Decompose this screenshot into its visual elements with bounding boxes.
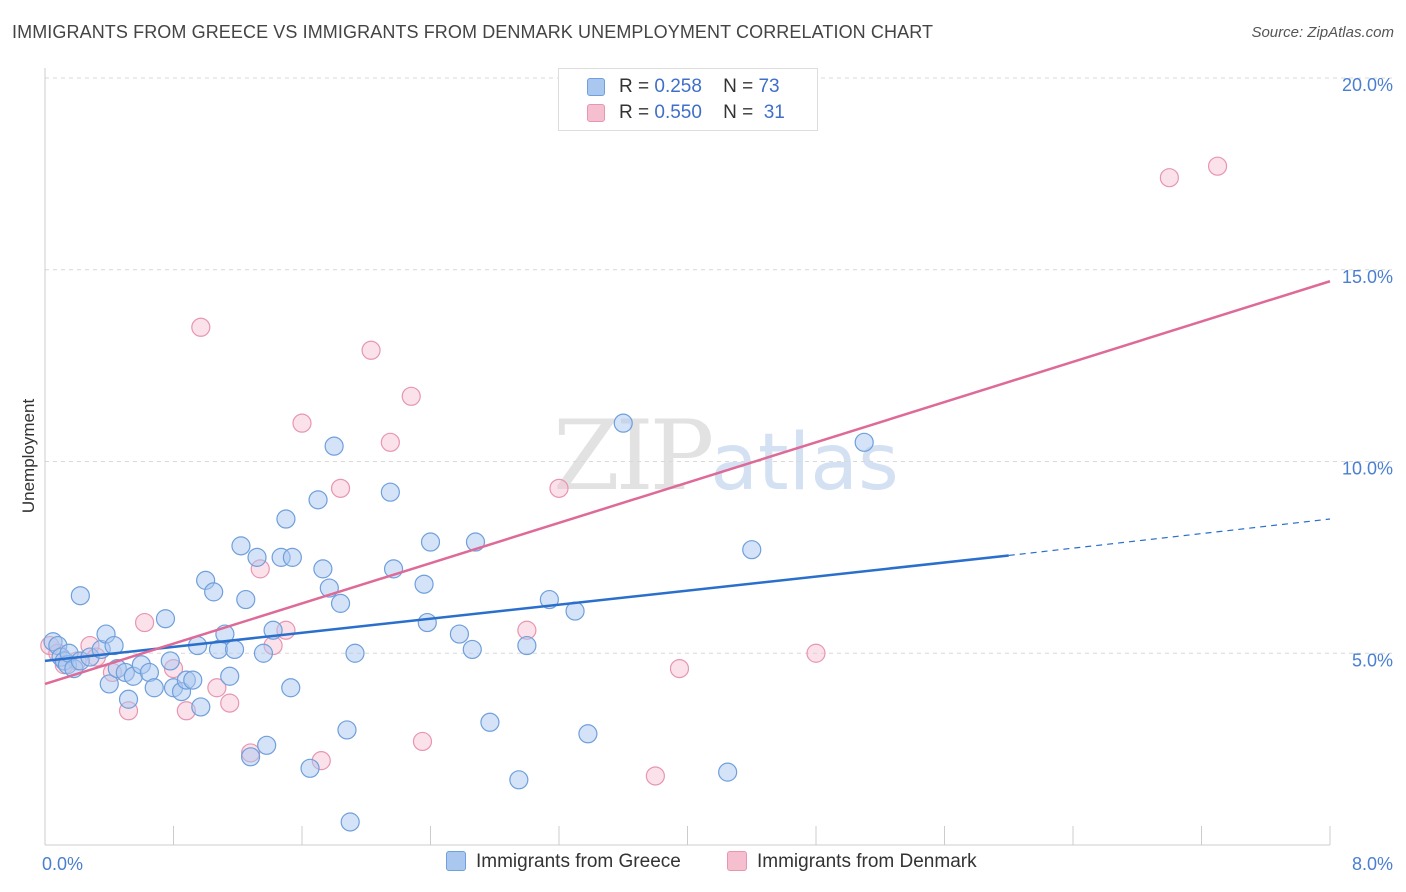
chart-title: IMMIGRANTS FROM GREECE VS IMMIGRANTS FRO… xyxy=(12,22,934,42)
greece-point xyxy=(220,666,240,686)
greece-point xyxy=(144,678,164,698)
denmark-point xyxy=(806,643,826,663)
greece-point xyxy=(420,532,441,552)
denmark-point xyxy=(361,340,381,360)
greece-r-value: 0.258 xyxy=(654,76,702,97)
denmark-point xyxy=(645,766,665,786)
y-axis-title: Unemployment xyxy=(19,399,38,514)
greece-n-label: N = xyxy=(723,76,754,97)
greece-point xyxy=(613,413,633,433)
bottom-legend-greece: Immigrants from Greece xyxy=(446,851,681,873)
greece-point xyxy=(70,586,90,606)
greece-swatch xyxy=(587,78,605,96)
denmark-point xyxy=(669,658,690,679)
watermark-zip: ZIP xyxy=(553,400,714,512)
denmark-n-label: N = xyxy=(723,102,754,123)
greece-point xyxy=(160,651,180,671)
greece-point xyxy=(330,593,351,613)
denmark-points xyxy=(40,156,1228,786)
watermark: ZIPatlas xyxy=(553,400,899,512)
legend-greece-text: R = 0.258 N = 73 xyxy=(619,76,780,98)
greece-point xyxy=(204,582,224,602)
denmark-point xyxy=(549,478,569,498)
greece-point xyxy=(578,724,598,744)
grid-lines xyxy=(45,77,1392,654)
greece-point xyxy=(231,536,251,556)
greece-point xyxy=(340,812,360,832)
axes xyxy=(44,68,1331,846)
denmark-point xyxy=(134,612,155,633)
denmark-point xyxy=(191,317,211,337)
denmark-point xyxy=(1159,168,1179,188)
watermark-atlas: atlas xyxy=(710,418,899,508)
greece-point xyxy=(718,762,738,782)
denmark-r-value: 0.550 xyxy=(654,102,702,123)
greece-point xyxy=(324,436,344,456)
denmark-point xyxy=(330,478,351,498)
denmark-point xyxy=(380,432,400,452)
greece-point xyxy=(191,697,211,717)
legend-denmark-text: R = 0.550 N = 31 xyxy=(619,102,785,124)
greece-point xyxy=(480,712,500,732)
denmark-point xyxy=(292,413,312,433)
greece-point xyxy=(224,639,245,660)
greece-point xyxy=(253,643,274,663)
greece-point xyxy=(414,574,434,594)
denmark-point xyxy=(220,693,240,713)
denmark-point xyxy=(1207,156,1228,176)
denmark-trend-line xyxy=(44,280,1331,686)
denmark-r-label: R = xyxy=(619,102,650,123)
bottom-denmark-swatch xyxy=(727,851,747,871)
greece-point xyxy=(155,609,176,629)
greece-point xyxy=(276,509,296,529)
greece-point xyxy=(183,670,203,690)
greece-point xyxy=(517,635,537,656)
greece-r-label: R = xyxy=(619,76,650,97)
greece-point xyxy=(281,678,301,698)
greece-point xyxy=(282,547,302,567)
y-tick-label: 5.0% xyxy=(1352,650,1393,670)
greece-point xyxy=(99,674,119,694)
greece-point xyxy=(742,540,762,560)
denmark-point xyxy=(412,731,433,752)
greece-point xyxy=(380,482,400,502)
axis-labels: 5.0% 10.0% 15.0% 20.0% 0.0% 8.0% Unemployment xyxy=(19,75,1393,874)
legend: R = 0.258 N = 73 R = 0.550 N = 31 xyxy=(558,68,818,131)
greece-point xyxy=(308,490,328,510)
denmark-swatch xyxy=(587,104,605,122)
greece-point xyxy=(417,612,437,633)
y-tick-label: 15.0% xyxy=(1342,267,1393,287)
bottom-legend-denmark: Immigrants from Denmark xyxy=(727,851,977,873)
bottom-greece-label: Immigrants from Greece xyxy=(476,851,681,872)
bottom-denmark-label: Immigrants from Denmark xyxy=(757,851,977,872)
greece-point xyxy=(337,720,357,740)
greece-point xyxy=(118,689,139,709)
y-tick-label: 10.0% xyxy=(1342,459,1393,479)
y-tick-label: 20.0% xyxy=(1342,75,1393,95)
greece-point xyxy=(236,589,256,610)
greece-point xyxy=(300,758,320,778)
denmark-n-value: 31 xyxy=(763,102,785,123)
x-tick-label: 0.0% xyxy=(42,854,83,874)
greece-point xyxy=(257,735,277,755)
denmark-point xyxy=(207,678,227,698)
greece-point xyxy=(241,747,261,767)
greece-point xyxy=(345,643,365,663)
greece-point xyxy=(509,770,529,790)
x-tick-label: 8.0% xyxy=(1352,854,1393,874)
greece-points xyxy=(43,413,874,832)
greece-n-value: 73 xyxy=(758,76,780,97)
source-label: Source: ZipAtlas.com xyxy=(1251,24,1394,41)
greece-point xyxy=(449,624,470,644)
greece-trend-extension xyxy=(1008,518,1331,557)
bottom-greece-swatch xyxy=(446,851,466,871)
greece-trend-line xyxy=(44,554,1009,663)
denmark-point xyxy=(401,386,421,406)
trend-lines xyxy=(44,280,1331,686)
greece-point xyxy=(313,559,333,579)
greece-point xyxy=(462,639,482,660)
greece-point xyxy=(854,432,874,452)
greece-point xyxy=(247,547,267,567)
